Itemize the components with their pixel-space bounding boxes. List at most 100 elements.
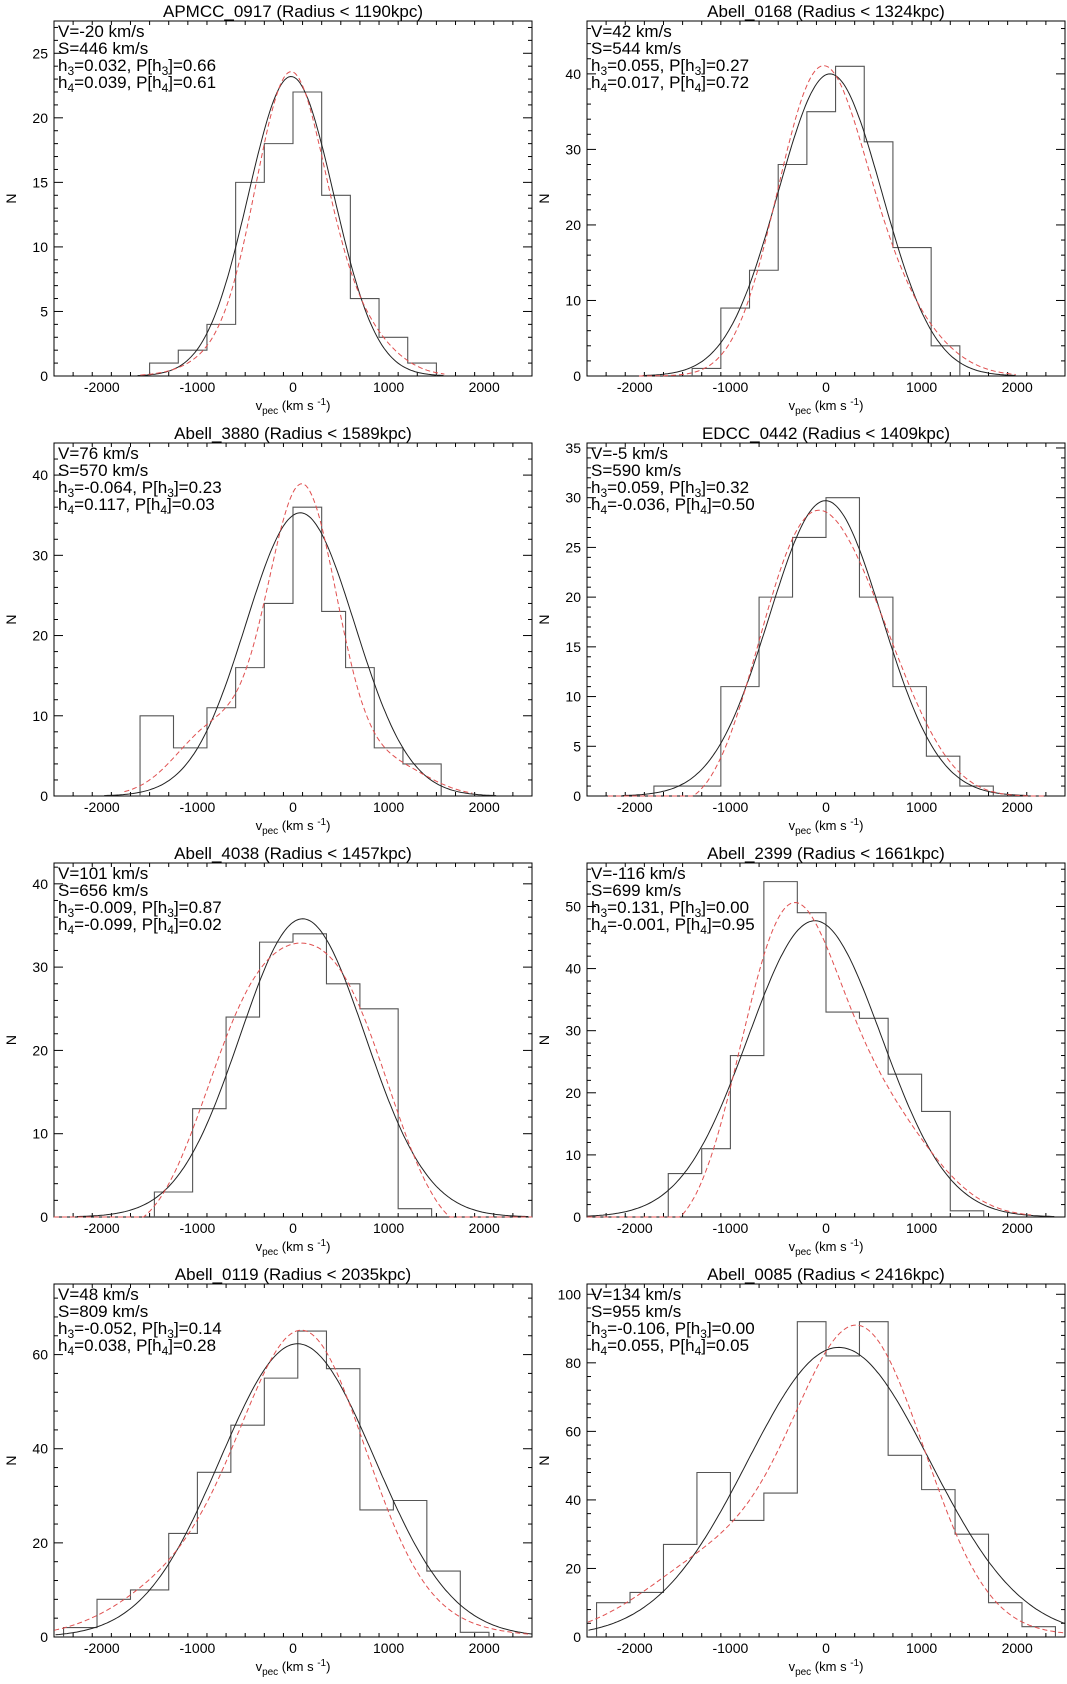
x-tick-label: 0	[289, 1220, 297, 1236]
plot-frame	[586, 20, 1066, 377]
x-tick-label: -2000	[617, 799, 653, 815]
y-tick-label: 0	[40, 1629, 48, 1645]
annotation-line: h3=-0.106, P[h3]=0.00	[591, 1319, 755, 1341]
x-tick-label: -1000	[712, 799, 748, 815]
x-tick-label: -2000	[84, 379, 120, 395]
gaussian-fit-solid	[104, 512, 497, 797]
panel-4: EDCC_0442 (Radius < 1409kpc) -2000 -1000 0 1…	[536, 424, 1066, 837]
panel-6: Abell_2399 (Radius < 1661kpc) -2000 -1000 0…	[536, 844, 1066, 1258]
y-tick-label: 20	[565, 1085, 581, 1101]
y-tick-label: 10	[32, 1126, 48, 1142]
panel-1: APMCC_0917 (Radius < 1190kpc) -2000 -1000 0…	[3, 2, 533, 417]
y-tick-label: 40	[32, 1441, 48, 1457]
annotation-line: S=544 km/s	[591, 39, 681, 58]
panel-7: Abell_0119 (Radius < 2035kpc) -2000 -1000 0…	[3, 1265, 533, 1678]
y-axis-label: N	[3, 1455, 19, 1465]
gauss-hermite-fit-dashed	[124, 483, 473, 794]
plot-frame	[586, 442, 1066, 797]
annotation-line: S=446 km/s	[58, 39, 148, 58]
annotation-line: V=101 km/s	[58, 864, 148, 883]
x-tick-label: 2000	[1002, 379, 1033, 395]
annotation-line: V=-20 km/s	[58, 22, 144, 41]
y-tick-label: 35	[565, 440, 581, 456]
gauss-hermite-fit-dashed	[608, 509, 1044, 797]
y-tick-label: 5	[40, 303, 48, 319]
annotation-line: V=42 km/s	[591, 22, 672, 41]
y-tick-label: 10	[565, 689, 581, 705]
y-tick-label: 20	[32, 628, 48, 644]
annotation-line: h4=0.117, P[h4]=0.03	[58, 495, 215, 517]
panel-title: Abell_3880 (Radius < 1589kpc)	[174, 424, 412, 443]
annotation-line: S=809 km/s	[58, 1302, 148, 1321]
annotation-line: h3=-0.052, P[h3]=0.14	[58, 1319, 222, 1341]
y-tick-label: 30	[565, 141, 581, 157]
panel-2: Abell_0168 (Radius < 1324kpc) -2000 -1000 0…	[536, 2, 1066, 417]
y-tick-label: 20	[565, 217, 581, 233]
y-tick-label: 15	[565, 639, 581, 655]
x-tick-label: 1000	[373, 1640, 404, 1656]
x-tick-label: 2000	[469, 1640, 500, 1656]
x-tick-label: -1000	[712, 1220, 748, 1236]
y-tick-label: 40	[565, 66, 581, 82]
y-tick-label: 80	[565, 1355, 581, 1371]
y-tick-label: 5	[573, 738, 581, 754]
annotation-line: h3=0.032, P[h3]=0.66	[58, 56, 216, 78]
y-tick-label: 10	[32, 239, 48, 255]
x-tick-label: 1000	[373, 379, 404, 395]
y-tick-label: 30	[565, 1023, 581, 1039]
y-tick-label: 30	[32, 959, 48, 975]
annotation-line: S=955 km/s	[591, 1302, 681, 1321]
y-axis-label: N	[3, 193, 19, 203]
y-tick-label: 60	[32, 1347, 48, 1363]
x-axis-label: vpec (km s -1)	[789, 1238, 864, 1258]
y-tick-label: 25	[565, 539, 581, 555]
x-tick-label: 1000	[373, 799, 404, 815]
annotation-line: h3=0.131, P[h3]=0.00	[591, 898, 749, 920]
x-tick-label: 1000	[373, 1220, 404, 1236]
panel-title: Abell_0085 (Radius < 2416kpc)	[707, 1265, 945, 1284]
y-tick-label: 10	[565, 292, 581, 308]
x-tick-label: 2000	[1002, 1640, 1033, 1656]
y-tick-label: 40	[565, 1492, 581, 1508]
histogram-steps	[667, 881, 985, 1217]
y-tick-label: 20	[565, 589, 581, 605]
y-tick-label: 50	[565, 898, 581, 914]
y-axis-label: N	[536, 1455, 552, 1465]
y-tick-label: 40	[32, 876, 48, 892]
x-tick-label: 0	[822, 799, 830, 815]
panel-title: Abell_4038 (Radius < 1457kpc)	[174, 844, 412, 863]
histogram-steps	[149, 91, 437, 376]
x-tick-label: -1000	[179, 1640, 215, 1656]
panel-title: Abell_0119 (Radius < 2035kpc)	[175, 1265, 411, 1284]
x-tick-label: -1000	[712, 1640, 748, 1656]
y-tick-label: 20	[32, 110, 48, 126]
x-tick-label: 1000	[906, 799, 937, 815]
x-tick-label: -1000	[179, 799, 215, 815]
y-tick-label: 0	[40, 368, 48, 384]
gauss-hermite-fit-dashed	[140, 71, 445, 376]
x-tick-label: 2000	[469, 379, 500, 395]
annotation-line: V=-5 km/s	[591, 444, 668, 463]
histogram-steps	[653, 497, 994, 796]
x-tick-label: 0	[289, 799, 297, 815]
annotation-line: V=-116 km/s	[591, 864, 686, 883]
histogram-steps	[596, 1321, 1056, 1637]
y-tick-label: 100	[558, 1286, 582, 1302]
x-axis-label: vpec (km s -1)	[256, 1658, 331, 1678]
panel-8: Abell_0085 (Radius < 2416kpc) -2000 -1000 0…	[536, 1265, 1066, 1678]
annotation-line: S=656 km/s	[58, 881, 148, 900]
panel-3: Abell_3880 (Radius < 1589kpc) -2000 -1000 0…	[3, 424, 533, 837]
x-tick-label: 0	[289, 379, 297, 395]
annotation-line: S=590 km/s	[591, 461, 681, 480]
x-tick-label: -2000	[617, 1220, 653, 1236]
panel-title: Abell_2399 (Radius < 1661kpc)	[707, 844, 945, 863]
gaussian-fit-solid	[588, 1346, 1065, 1631]
gauss-hermite-fit-dashed	[54, 1329, 531, 1635]
x-tick-label: 1000	[906, 379, 937, 395]
gauss-hermite-fit-dashed	[639, 65, 1016, 377]
annotation-line: h4=0.017, P[h4]=0.72	[591, 73, 749, 95]
x-tick-label: -1000	[179, 1220, 215, 1236]
y-tick-label: 20	[565, 1560, 581, 1576]
gauss-hermite-fit-dashed	[587, 901, 1032, 1218]
annotation-line: h4=0.055, P[h4]=0.05	[591, 1336, 749, 1358]
